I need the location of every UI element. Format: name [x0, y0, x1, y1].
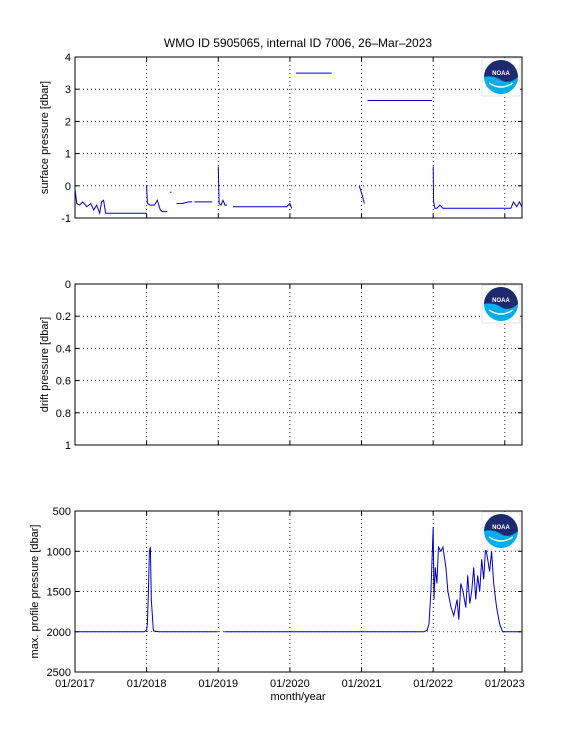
data-series-segment [146, 185, 168, 213]
noaa-logo-text: NOAA [492, 71, 510, 77]
y-tick-label: 500 [53, 506, 71, 518]
y-tick-label: 2500 [47, 667, 71, 679]
noaa-logo: NOAA [481, 284, 521, 324]
y-tick-label: 0 [65, 181, 71, 193]
y-tick-label: 1 [65, 440, 71, 452]
noaa-logo-text: NOAA [492, 525, 510, 531]
data-series-segment [358, 185, 365, 204]
x-axis-label: month/year [270, 691, 325, 703]
y-tick-label: 0.4 [56, 343, 71, 355]
x-tick-label: 01/2019 [198, 678, 238, 690]
x-tick-label: 01/2018 [127, 678, 167, 690]
x-tick-label: 01/2020 [270, 678, 310, 690]
noaa-logo-text: NOAA [492, 298, 510, 304]
x-tick-label: 01/2017 [55, 678, 95, 690]
noaa-logo: NOAA [481, 511, 521, 551]
y-tick-label: 2 [65, 116, 71, 128]
data-series-segment [432, 166, 523, 209]
y-tick-label: 2000 [47, 627, 71, 639]
y-tick-label: 0.2 [56, 311, 71, 323]
y-tick-label: 1000 [47, 546, 71, 558]
x-tick-label: 01/2023 [485, 678, 525, 690]
panel-2: 0 0.2 0.4 0.6 0.8 1 drift pressure [dbar] NOAA [39, 279, 523, 452]
data-series-segment [74, 188, 146, 216]
y-tick-label: 4 [65, 52, 71, 64]
plot-frame [74, 510, 523, 673]
y-tick-label: 1 [65, 149, 71, 161]
y-tick-label: 0.8 [56, 408, 71, 420]
y-axis-label: max. profile pressure [dbar] [29, 525, 41, 659]
data-series-segment [75, 547, 218, 633]
data-series-segment [224, 527, 522, 633]
y-tick-label: 0 [65, 279, 71, 291]
data-series-segment [176, 201, 193, 204]
data-series-segment [217, 166, 227, 206]
panel-1: -1 0 1 2 3 4 surface pressure [dbar] NOAA [39, 52, 523, 225]
noaa-logo: NOAA [481, 57, 521, 97]
x-tick-label: 01/2021 [342, 678, 382, 690]
y-tick-label: 0.6 [56, 376, 71, 388]
figure-title: WMO ID 5905065, internal ID 7006, 26–Mar… [164, 36, 432, 50]
y-tick-label: 1500 [47, 587, 71, 599]
y-tick-label: -1 [61, 213, 71, 225]
y-axis-label: surface pressure [dbar] [39, 81, 51, 194]
data-series-segment [233, 202, 293, 209]
plot-frame [74, 283, 523, 446]
plot-frame [74, 56, 523, 219]
y-tick-label: 3 [65, 84, 71, 96]
x-tick-label: 01/2022 [413, 678, 453, 690]
y-axis-label: drift pressure [dbar] [39, 317, 51, 412]
